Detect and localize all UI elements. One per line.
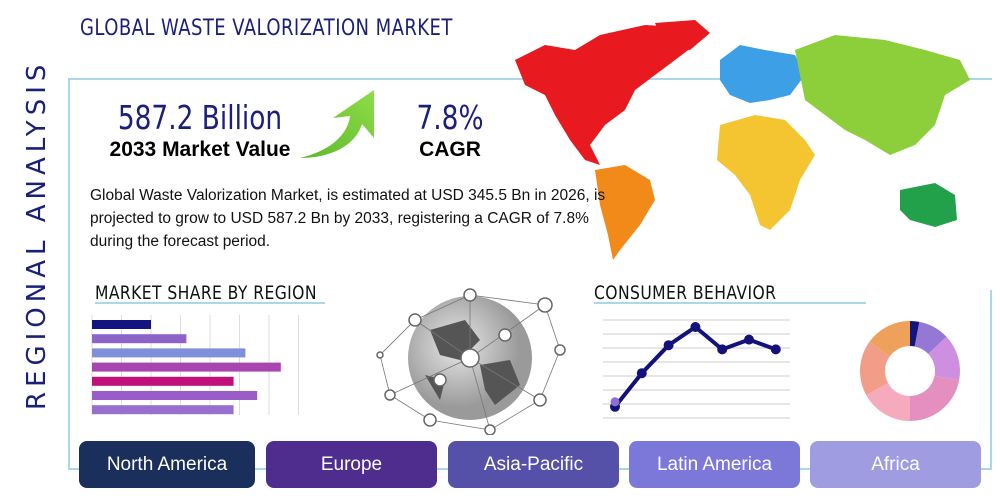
line-point: [717, 344, 728, 355]
market-value-label: 2033 Market Value: [109, 138, 291, 161]
consumer-behavior-donut-chart: [860, 321, 960, 421]
donut-slice: [869, 321, 910, 357]
line-point: [770, 344, 781, 355]
network-globe-illustration: [376, 288, 566, 435]
bar: [92, 348, 246, 358]
donut-slice: [910, 375, 960, 421]
map-africa: [717, 115, 815, 230]
market-share-underline: [95, 302, 325, 304]
frame-right-edge: [990, 290, 992, 470]
consumer-behavior-line-chart: [603, 319, 790, 419]
line-point-highlight: [610, 397, 620, 407]
bar: [92, 334, 187, 344]
map-greenland: [655, 20, 710, 50]
bar: [92, 362, 281, 372]
cagr-label: CAGR: [419, 138, 481, 161]
line-point: [744, 334, 754, 345]
market-value: 587.2 Billion: [117, 98, 283, 137]
line-point: [690, 322, 701, 332]
donut-slice: [928, 336, 960, 381]
line-point: [636, 368, 647, 379]
bar: [92, 405, 234, 415]
market-description: Global Waste Valorization Market, is est…: [90, 187, 606, 250]
consumer-behavior-underline: [594, 302, 866, 304]
growth-arrow-icon: [300, 90, 374, 158]
region-button-africa[interactable]: Africa: [810, 441, 981, 488]
page-title: GLOBAL WASTE VALORIZATION MARKET: [80, 16, 453, 41]
market-share-bar-chart: [91, 315, 299, 415]
market-share-heading: MARKET SHARE BY REGION: [95, 282, 317, 304]
map-europe: [720, 45, 805, 103]
side-title: REGIONAL ANALYSIS: [22, 59, 52, 410]
consumer-behavior-heading: CONSUMER BEHAVIOR: [594, 282, 777, 304]
bar: [92, 376, 234, 386]
map-south-america: [595, 165, 655, 260]
line-point: [663, 340, 674, 351]
bar: [92, 320, 151, 329]
world-map: [515, 20, 970, 260]
donut-slice: [866, 383, 910, 421]
donut-slice: [860, 341, 890, 396]
map-asia: [795, 35, 970, 155]
map-australia: [900, 183, 957, 227]
map-north-america: [515, 25, 695, 165]
region-button-north-america[interactable]: North America: [79, 441, 255, 488]
donut-slice: [914, 321, 947, 354]
region-button-asia-pacific[interactable]: Asia-Pacific: [448, 441, 619, 488]
donut-slice: [910, 321, 920, 347]
cagr-value: 7.8%: [416, 98, 484, 137]
bar: [92, 391, 258, 400]
region-button-latin-america[interactable]: Latin America: [629, 441, 800, 488]
region-button-europe[interactable]: Europe: [266, 441, 437, 488]
